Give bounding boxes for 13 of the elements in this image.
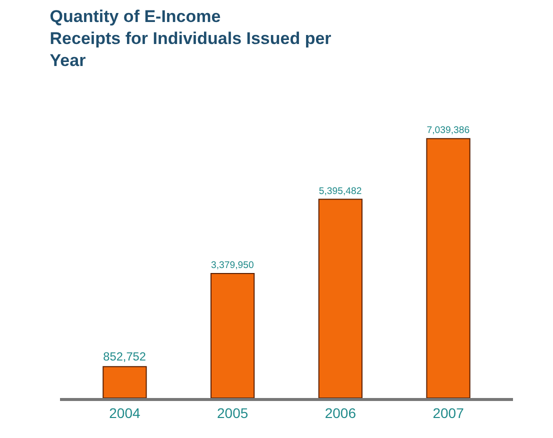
bar (426, 138, 470, 398)
data-label: 7,039,386 (426, 125, 470, 136)
x-tick-label: 2007 (432, 404, 464, 421)
bar (102, 366, 147, 398)
chart-title: Quantity of E-Income Receipts for Individuals Issued per Year (50, 6, 332, 70)
x-tick-label: 2004 (109, 404, 140, 421)
x-tick-label: 2005 (216, 404, 248, 421)
x-tick-label: 2006 (324, 404, 356, 421)
bar (210, 272, 255, 398)
data-label: 5,395,482 (318, 186, 362, 197)
bar (318, 198, 362, 398)
data-label: 3,379,950 (211, 260, 254, 272)
data-label: 852,752 (103, 350, 146, 364)
